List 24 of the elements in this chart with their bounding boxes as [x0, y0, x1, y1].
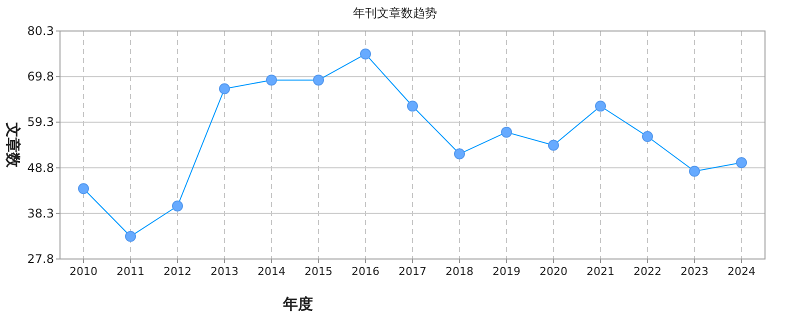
x-tick-label: 2010 — [70, 265, 98, 278]
x-tick-label: 2022 — [634, 265, 662, 278]
x-tick-label: 2014 — [258, 265, 286, 278]
y-tick-label: 38.3 — [27, 206, 54, 220]
x-tick-label: 2018 — [446, 265, 474, 278]
x-tick-label: 2020 — [540, 265, 568, 278]
y-tick-label: 80.3 — [27, 24, 54, 38]
chart-title: 年刊文章数趋势 — [353, 6, 437, 20]
y-tick-label: 48.8 — [27, 160, 54, 175]
x-tick-label: 2011 — [116, 265, 144, 278]
y-tick-label: 59.3 — [27, 115, 54, 130]
x-tick-label: 2013 — [210, 265, 238, 278]
y-tick-label: 69.8 — [27, 70, 54, 84]
x-tick-label: 2012 — [164, 265, 192, 278]
x-tick-label: 2019 — [492, 265, 520, 278]
x-tick-label: 2023 — [680, 265, 708, 278]
x-tick-label: 2024 — [728, 265, 756, 278]
y-tick-label: 27.8 — [27, 252, 54, 266]
x-tick-label: 2017 — [398, 265, 426, 278]
x-tick-label: 2015 — [304, 265, 332, 278]
x-axis-title: 年度 — [282, 295, 313, 313]
y-axis-title: 文章数 — [4, 122, 22, 168]
x-tick-label: 2016 — [352, 265, 380, 278]
x-tick-label: 2021 — [586, 265, 614, 278]
